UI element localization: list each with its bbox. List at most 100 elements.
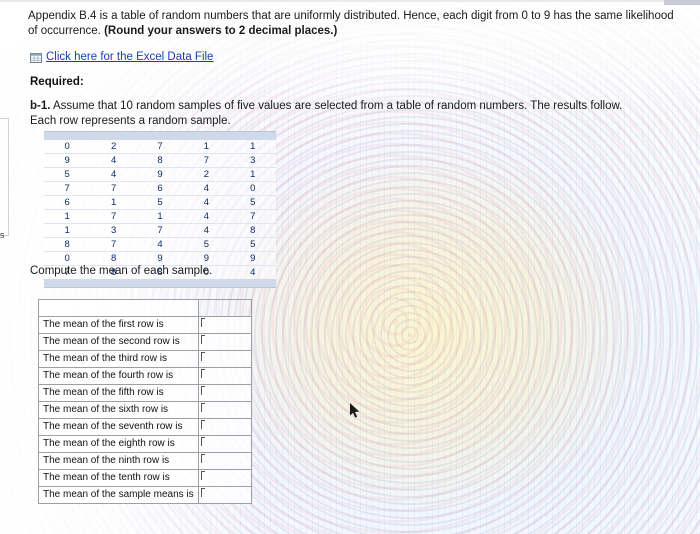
random-table-cell: 4 <box>183 209 230 224</box>
random-table-cell: 5 <box>136 195 184 210</box>
window-top-edge <box>0 0 700 2</box>
answer-input-cell[interactable] <box>197 469 252 487</box>
answer-row-label: The mean of the third row is <box>38 350 199 368</box>
intro-paragraph: Appendix B.4 is a table of random number… <box>28 9 676 39</box>
answers-table: The mean of the first row is The mean of … <box>38 299 252 504</box>
answer-input-cell[interactable] <box>197 333 252 351</box>
answers-table-header-row <box>38 299 252 317</box>
answer-input-cell[interactable] <box>197 350 252 368</box>
text-caret-icon <box>200 318 205 327</box>
random-table-cell: 4 <box>250 267 256 278</box>
text-caret-icon <box>200 454 205 463</box>
random-table-cell: 9 <box>44 153 91 168</box>
random-table-cell: 1 <box>229 140 276 154</box>
excel-data-file-link-row[interactable]: Click here for the Excel Data File <box>30 51 213 63</box>
answer-row-label: The mean of the sixth row is <box>38 401 199 419</box>
random-table-top-bar <box>44 131 276 140</box>
table-row: The mean of the tenth row is <box>38 469 252 487</box>
question-b1-text: Assume that 10 random samples of five va… <box>30 100 623 127</box>
table-row: The mean of the third row is <box>38 350 252 368</box>
table-row: The mean of the fifth row is <box>38 384 252 402</box>
answer-row-label: The mean of the ninth row is <box>38 452 199 470</box>
text-caret-icon <box>200 471 205 480</box>
random-table-cell: 5 <box>229 237 276 252</box>
answers-table-body: The mean of the first row is The mean of … <box>38 299 252 504</box>
table-row: The mean of the sixth row is <box>38 401 252 419</box>
answers-header-input-cell <box>197 299 252 317</box>
answer-input-cell[interactable] <box>197 418 252 436</box>
random-table-cell: 3 <box>229 153 276 168</box>
random-table-cell: 4 <box>183 181 230 196</box>
random-table-cell: 7 <box>90 209 137 224</box>
random-table-cell: 8 <box>44 237 91 252</box>
answer-row-label: The mean of the second row is <box>38 333 199 351</box>
answers-header-label-cell <box>38 299 199 317</box>
excel-data-file-link[interactable]: Click here for the Excel Data File <box>46 51 214 63</box>
mouse-pointer <box>350 403 361 424</box>
random-table-cell: 7 <box>136 140 184 154</box>
random-table-cell: 8 <box>136 153 184 168</box>
random-table-cell: 4 <box>183 195 230 210</box>
answer-input-cell[interactable] <box>197 435 252 453</box>
random-table-cell: 9 <box>229 251 276 266</box>
random-table-cell: 0 <box>44 140 91 154</box>
random-table-cell: 1 <box>90 195 137 210</box>
random-table-cell: 4 <box>90 153 137 168</box>
random-table-cell: 4 <box>90 167 137 182</box>
answer-input-cell[interactable] <box>197 486 252 504</box>
answer-input-cell[interactable] <box>197 367 252 385</box>
random-table-cell: 5 <box>229 195 276 210</box>
random-table-cell: 2 <box>90 140 137 154</box>
random-table-cell: 6 <box>136 181 184 196</box>
answer-input-cell[interactable] <box>197 401 252 419</box>
answer-input-cell[interactable] <box>197 452 252 470</box>
text-caret-icon <box>200 386 205 395</box>
random-table-cell: 7 <box>90 181 137 196</box>
text-caret-icon <box>200 420 205 429</box>
random-table-cell: 9 <box>136 167 184 182</box>
question-b1-number: b-1. <box>30 100 51 112</box>
answer-row-label: The mean of the first row is <box>38 316 199 334</box>
random-table-cell: 7 <box>136 223 184 238</box>
answer-input-cell[interactable] <box>197 384 252 402</box>
text-caret-icon <box>200 488 205 497</box>
random-table-bottom-bar <box>44 279 276 288</box>
table-row: The mean of the first row is <box>38 316 252 334</box>
random-table-cell: 1 <box>183 140 230 154</box>
answer-row-label: The mean of the sample means is <box>38 486 199 504</box>
random-table-cell: 1 <box>44 209 91 224</box>
random-table-cell: 7 <box>44 181 91 196</box>
table-row: The mean of the seventh row is <box>38 418 252 436</box>
table-row: The mean of the fourth row is <box>38 367 252 385</box>
answer-row-label: The mean of the tenth row is <box>38 469 199 487</box>
spreadsheet-icon <box>30 51 42 63</box>
table-row: The mean of the ninth row is <box>38 452 252 470</box>
random-table-cell: 2 <box>183 167 230 182</box>
random-table-cell: 4 <box>183 223 230 238</box>
required-heading: Required: <box>30 76 84 88</box>
intro-paragraph-bold: (Round your answers to 2 decimal places.… <box>104 25 338 37</box>
random-table-cell: 5 <box>183 237 230 252</box>
random-table-cell: 6 <box>44 195 91 210</box>
table-row: The mean of the second row is <box>38 333 252 351</box>
answer-row-label: The mean of the eighth row is <box>38 435 199 453</box>
random-table-cell: 5 <box>44 167 91 182</box>
table-row: The mean of the eighth row is <box>38 435 252 453</box>
question-b1: b-1. Assume that 10 random samples of fi… <box>30 99 650 129</box>
random-table-cell: 9 <box>183 251 230 266</box>
answer-input-cell[interactable] <box>197 316 252 334</box>
random-table-cell: 1 <box>136 209 184 224</box>
answer-row-label: The mean of the fifth row is <box>38 384 199 402</box>
random-table-cell: 8 <box>90 251 137 266</box>
compute-instruction: Compute the mean of each sample. <box>30 265 213 277</box>
random-table-cell: 7 <box>90 237 137 252</box>
table-row: The mean of the sample means is <box>38 486 252 504</box>
answer-row-label: The mean of the seventh row is <box>38 418 199 436</box>
document-content: Appendix B.4 is a table of random number… <box>0 0 700 504</box>
random-table-cell: 9 <box>136 251 184 266</box>
